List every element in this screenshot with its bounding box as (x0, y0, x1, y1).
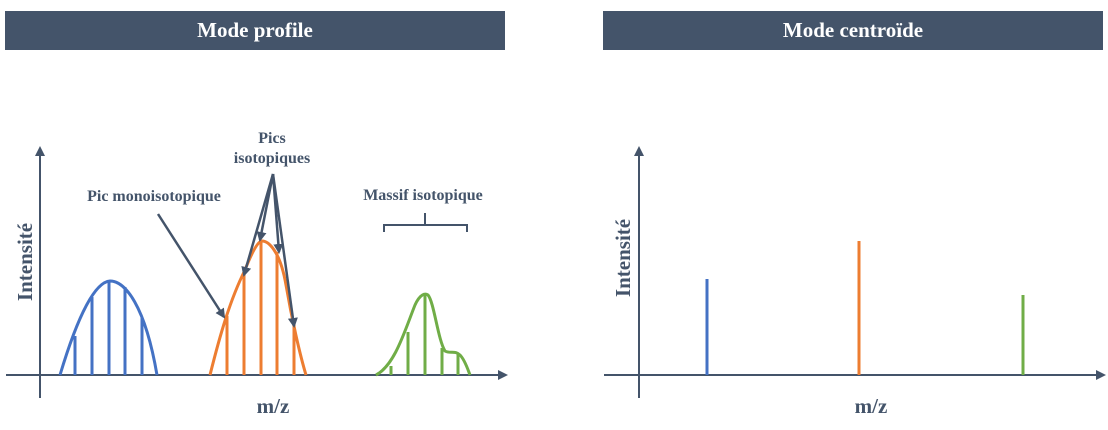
centroid-mode-header: Mode centroïde (603, 11, 1103, 50)
annotation-arrows (156, 173, 298, 328)
isotopic-arrow-2 (256, 173, 275, 242)
y-axis-label-profile: Intensité (13, 223, 37, 301)
green-profile-cluster (375, 292, 472, 377)
green-profile-curve (375, 292, 472, 377)
blue-profile-cluster (58, 279, 159, 376)
monoisotopic-label: Pic monoisotopique (87, 188, 221, 205)
centroid-mode-title: Mode centroïde (782, 18, 924, 42)
y-axis-label-centroid: Intensité (611, 219, 635, 297)
profile-panel: Intensité m/z Pic monoisotopique Pics is… (6, 130, 508, 418)
x-axis-label-profile: m/z (257, 394, 290, 418)
isotopic-arrow-1 (241, 173, 275, 277)
profile-mode-header: Mode profile (5, 11, 505, 50)
centroid-panel: Intensité m/z (604, 146, 1106, 418)
monoisotopic-arrow (156, 213, 226, 319)
isotopic-label-line1: Pics (258, 130, 286, 147)
isotopic-arrow-4 (271, 173, 298, 328)
massif-label: Massif isotopique (363, 187, 483, 204)
profile-mode-title: Mode profile (197, 18, 313, 42)
x-axis-label-centroid: m/z (855, 394, 888, 418)
massif-bracket (383, 213, 468, 232)
isotopic-label-line2: isotopiques (234, 150, 310, 167)
